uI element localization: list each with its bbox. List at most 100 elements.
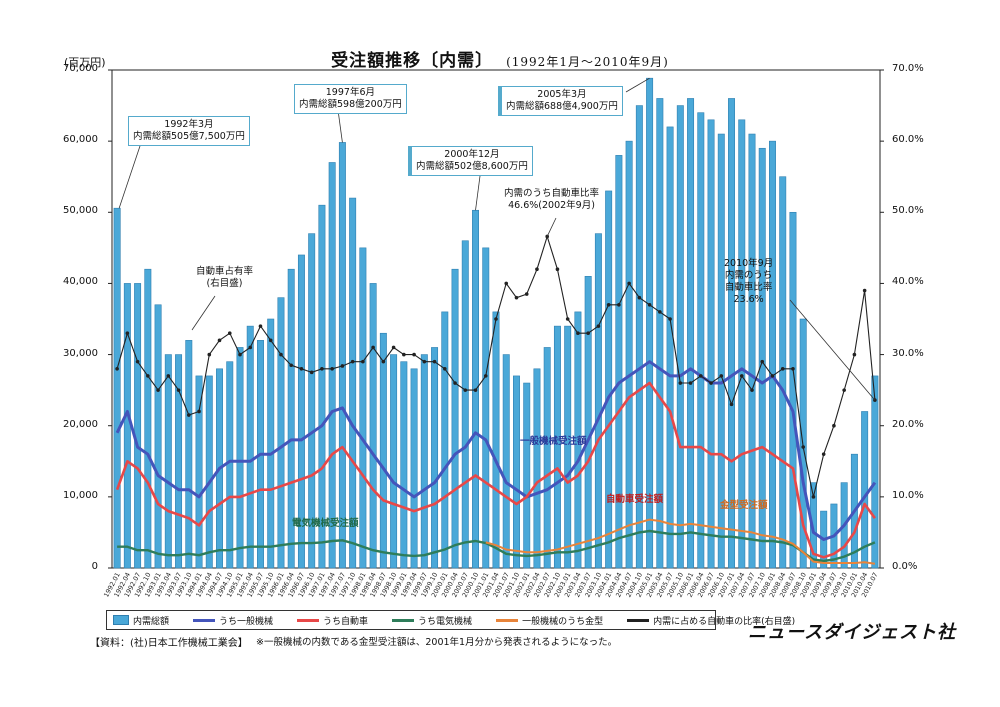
- ratio-point: [371, 345, 375, 350]
- legend-swatch: [193, 618, 216, 622]
- publisher-logo: ニュースダイジェスト社: [748, 622, 957, 643]
- y-tick-label: 20,000: [63, 418, 98, 430]
- annotation-auto-share: 自動車占有率 (右目盛): [196, 266, 253, 290]
- bar-total: [431, 347, 439, 569]
- ratio-point: [760, 359, 765, 364]
- legend-item: うち一般機械: [193, 614, 273, 627]
- ratio-point: [289, 363, 294, 368]
- bar-total: [308, 233, 316, 569]
- y-tick-label: 30,000: [63, 347, 98, 359]
- bar-total: [697, 112, 705, 569]
- ratio-point: [412, 352, 416, 357]
- bar-total: [594, 233, 602, 569]
- bar-total: [195, 375, 203, 569]
- annotation-line: 内需のうち自動車比率: [504, 188, 600, 199]
- callout-leader: [191, 295, 216, 331]
- ratio-point: [340, 364, 345, 368]
- chart-title: 受注額推移〔内需〕 (1992年1月～2010年9月): [0, 46, 1000, 71]
- legend-item: 内需総額: [113, 614, 169, 627]
- ratio-point: [504, 281, 509, 286]
- series-line: [115, 360, 877, 541]
- bar-total: [185, 340, 193, 569]
- ratio-point: [647, 302, 652, 307]
- label-automobile: 自動車受注額: [606, 494, 664, 505]
- bar-total: [287, 268, 295, 569]
- legend-item: うち電気機械: [392, 614, 472, 627]
- label-general-machinery: 一般機械受注額: [520, 436, 587, 447]
- y2-tick-label: 10.0%: [892, 489, 924, 501]
- ratio-point: [166, 374, 171, 378]
- bar-total: [738, 119, 746, 569]
- annotation-line: 内需総額598億200万円: [299, 98, 402, 110]
- ratio-point: [821, 452, 826, 456]
- bar-total: [615, 155, 623, 569]
- bar-total: [769, 140, 776, 569]
- ratio-point: [617, 302, 621, 307]
- callout-leader: [625, 77, 650, 93]
- ratio-point: [238, 352, 242, 357]
- bar-total: [676, 105, 684, 569]
- bar-total: [707, 119, 715, 569]
- bar-total: [175, 354, 183, 569]
- ratio-point: [483, 374, 488, 378]
- ratio-point: [678, 381, 683, 385]
- ratio-point: [658, 310, 662, 314]
- legend-item: 一般機械のうち金型: [496, 614, 603, 627]
- bar-total: [226, 361, 234, 569]
- ratio-point: [606, 302, 611, 307]
- bar-total: [861, 411, 869, 569]
- bar-total: [154, 304, 162, 569]
- annotation-line: 自動車占有率: [196, 266, 254, 277]
- ratio-point: [176, 388, 181, 392]
- ratio-point: [770, 374, 775, 378]
- ratio-point: [350, 359, 355, 364]
- bar-total: [134, 283, 142, 569]
- ratio-point: [309, 370, 314, 375]
- bar-total: [553, 325, 561, 569]
- ratio-point: [791, 367, 795, 371]
- ratio-point: [146, 374, 150, 378]
- series-line: [485, 518, 876, 565]
- ratio-point: [596, 324, 601, 328]
- bar-total: [390, 354, 398, 569]
- bar-total: [748, 133, 756, 569]
- legend-swatch: [392, 618, 415, 622]
- bar-total: [482, 247, 490, 569]
- legend-swatch: [496, 618, 519, 622]
- ratio-point: [780, 367, 785, 371]
- annotation-line: 内需総額688億4,900万円: [506, 100, 618, 112]
- bar-total: [410, 368, 418, 569]
- ratio-point: [524, 292, 529, 296]
- ratio-point: [535, 267, 539, 272]
- ratio-point: [248, 345, 253, 350]
- ratio-point: [709, 381, 713, 385]
- bar-total: [349, 197, 357, 569]
- ratio-point: [494, 317, 498, 321]
- bar-total: [666, 126, 674, 569]
- legend-item: うち自動車: [297, 614, 368, 627]
- y-tick-label: 60,000: [63, 134, 98, 146]
- bar-total: [625, 140, 633, 569]
- annotation-line: 内需総額505億7,500万円: [133, 130, 245, 142]
- legend-label: 一般機械のうち金型: [522, 616, 604, 627]
- y2-tick-label: 20.0%: [892, 418, 924, 430]
- ratio-point: [739, 374, 744, 378]
- bar-total: [144, 268, 152, 569]
- annotation-line: 2010年9月: [724, 258, 774, 269]
- legend-swatch: [627, 618, 650, 622]
- legend-label: うち電気機械: [418, 616, 473, 627]
- ratio-point: [156, 388, 160, 392]
- label-mold: 金型受注額: [720, 500, 768, 511]
- bar-total: [379, 332, 387, 569]
- ratio-point: [627, 281, 631, 286]
- source-note: 【資料：(社)日本工作機械工業会】: [90, 638, 248, 649]
- ratio-point: [391, 345, 396, 350]
- ratio-point: [217, 338, 222, 343]
- bar-total: [513, 375, 520, 569]
- bar-total: [656, 98, 664, 569]
- bar-total: [871, 375, 879, 569]
- bar-total: [717, 133, 725, 569]
- ratio-point: [862, 288, 867, 293]
- annotation-line: 1992年3月: [164, 119, 214, 130]
